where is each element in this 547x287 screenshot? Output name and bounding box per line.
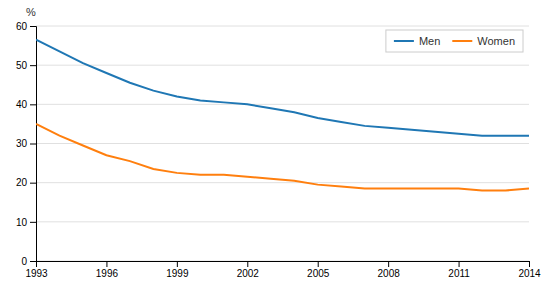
tick-label: 2005 bbox=[307, 268, 330, 279]
tick: 0 bbox=[21, 256, 36, 267]
lines bbox=[36, 40, 529, 191]
grid bbox=[36, 26, 529, 261]
grid-line bbox=[36, 182, 529, 183]
tick: 2011 bbox=[448, 261, 470, 279]
plot: 1993 1996 1999 2002 2005 2008 2011 2014 0 10 20 30 4… bbox=[16, 21, 541, 279]
tick-label: 20 bbox=[16, 177, 28, 188]
tick: 20 bbox=[16, 177, 36, 188]
tick-label: 2011 bbox=[448, 268, 470, 279]
legend-frame bbox=[386, 30, 523, 52]
tick-mark bbox=[30, 104, 36, 105]
tick-label: 1999 bbox=[166, 268, 189, 279]
tick-mark bbox=[30, 183, 36, 184]
tick-label: 40 bbox=[16, 99, 28, 110]
y-axis-label: % bbox=[26, 6, 36, 18]
tick-mark bbox=[30, 144, 36, 145]
tick: 1999 bbox=[166, 261, 189, 279]
tick: 2014 bbox=[518, 261, 541, 279]
tick: 10 bbox=[16, 217, 36, 228]
tick-mark bbox=[388, 261, 389, 267]
tick-mark bbox=[106, 261, 107, 267]
tick: 2008 bbox=[378, 261, 401, 279]
tick-label: 1996 bbox=[96, 268, 119, 279]
tick: 2005 bbox=[307, 261, 330, 279]
grid-line bbox=[36, 26, 529, 27]
tick-label: 30 bbox=[16, 138, 28, 149]
tick-mark bbox=[30, 261, 36, 262]
chart: 1993 1996 1999 2002 2005 2008 2011 2014 0 10 20 30 4… bbox=[0, 0, 547, 287]
tick-mark bbox=[459, 261, 460, 267]
tick-mark bbox=[247, 261, 248, 267]
axis-line bbox=[37, 262, 530, 268]
grid-line bbox=[36, 65, 529, 66]
tick-label: 60 bbox=[16, 21, 28, 32]
axis-line bbox=[30, 27, 37, 262]
x-axis: 1993 1996 1999 2002 2005 2008 2011 2014 bbox=[25, 261, 541, 279]
tick-mark bbox=[318, 261, 319, 267]
line bbox=[36, 124, 529, 191]
grid-line bbox=[36, 104, 529, 105]
tick-mark bbox=[30, 222, 36, 223]
tick-mark bbox=[30, 26, 36, 27]
tick-label: 50 bbox=[16, 60, 28, 71]
legend: Men Women bbox=[386, 30, 523, 52]
legend-label: Men bbox=[419, 35, 440, 47]
tick-label: 1993 bbox=[25, 268, 48, 279]
tick: 50 bbox=[16, 60, 36, 71]
tick: 1993 bbox=[25, 261, 48, 279]
tick-label: 2002 bbox=[237, 268, 260, 279]
tick: 2002 bbox=[237, 261, 260, 279]
tick-label: 2014 bbox=[518, 268, 541, 279]
tick: 60 bbox=[16, 21, 36, 32]
legend-swatch bbox=[452, 40, 472, 42]
tick-label: 10 bbox=[16, 217, 28, 228]
tick: 30 bbox=[16, 138, 36, 149]
tick-label: 0 bbox=[21, 256, 27, 267]
grid-line bbox=[36, 221, 529, 222]
tick: 40 bbox=[16, 99, 36, 110]
tick: 1996 bbox=[96, 261, 119, 279]
legend-swatch bbox=[394, 40, 414, 42]
tick-label: 2008 bbox=[378, 268, 401, 279]
y-axis: 0 10 20 30 40 50 60 bbox=[16, 21, 37, 267]
legend-label: Women bbox=[477, 35, 515, 47]
tick-mark bbox=[30, 65, 36, 66]
line bbox=[36, 40, 529, 136]
tick-mark bbox=[529, 261, 530, 267]
grid-line bbox=[36, 143, 529, 144]
tick-mark bbox=[177, 261, 178, 267]
